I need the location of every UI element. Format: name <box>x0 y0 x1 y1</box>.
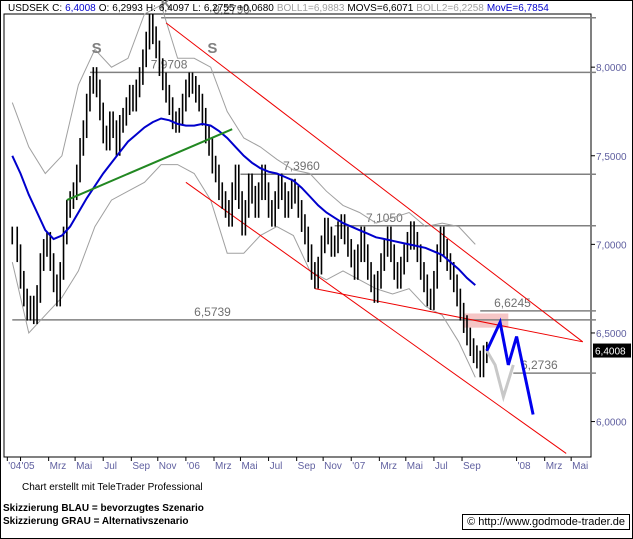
header-low: 6,2755 <box>203 3 235 14</box>
ytick-label-4: 8,0000 <box>596 63 627 74</box>
header-close-label: C: <box>52 3 63 14</box>
level-label-2: 7,3960 <box>283 159 320 173</box>
legend-grey: Skizzierung GRAU = Alternativszenario <box>3 516 189 527</box>
xtick-label-7: '06 <box>187 461 200 472</box>
legend-blue: Skizzierung BLAU = bevorzugtes Szenario <box>3 503 204 514</box>
header-open-label: O: <box>98 3 110 14</box>
trend-inner-support <box>314 288 583 343</box>
xtick-label-4: Jul <box>104 461 117 472</box>
level-label-0: 8,2790 <box>213 3 250 17</box>
level-label-1: 7,9708 <box>151 57 188 71</box>
xtick-label-20: Mai <box>572 461 588 472</box>
xtick-label-14: Mrz <box>380 461 397 472</box>
support-trend-line <box>66 128 233 201</box>
pattern-label-1: K <box>161 0 172 13</box>
header-boll1: BOLL1=6,9883 <box>276 3 345 14</box>
header-change: +0,0680 <box>237 3 274 14</box>
scenario-legend: Skizzierung BLAU = bevorzugtes Szenario … <box>3 502 204 528</box>
scenario-grey-line <box>485 349 515 403</box>
header-move: MovE=6,7854 <box>486 3 549 14</box>
level-label-3: 7,1050 <box>366 211 403 225</box>
xtick-label-11: Sep <box>298 461 316 472</box>
xtick-label-9: Mai <box>241 461 257 472</box>
last-price-label: 6,4008 <box>595 347 626 358</box>
header-movs: MOVS=6,6071 <box>347 3 414 14</box>
ytick-label-0: 6,0000 <box>596 418 627 429</box>
bollinger-lower-line <box>11 164 476 378</box>
level-label-4: 6,6245 <box>494 296 531 310</box>
xtick-label-12: Nov <box>324 461 342 472</box>
ytick-label-2: 7,0000 <box>596 240 627 251</box>
header-open: 6,2993 <box>112 3 143 14</box>
url-text: http://www.godmode-trader.de <box>478 516 625 528</box>
header-high: 6,4097 <box>158 3 190 14</box>
xtick-label-10: Jul <box>270 461 283 472</box>
header-close: 6,4008 <box>65 3 96 14</box>
trend-upper-channel <box>165 22 584 343</box>
xtick-label-15: Mai <box>407 461 423 472</box>
ytick-label-1: 6,5000 <box>596 329 627 340</box>
moving-average-line <box>11 117 476 286</box>
scenario-blue-line <box>485 317 535 415</box>
header-symbol: USDSEK <box>8 3 50 14</box>
xtick-label-0: '04 <box>8 461 21 472</box>
trend-lower-channel <box>185 181 567 454</box>
xtick-label-13: '07 <box>352 461 365 472</box>
last-price-box <box>593 343 631 358</box>
header-low-label: L: <box>192 3 201 14</box>
xtick-label-2: Mrz <box>50 461 67 472</box>
header-boll2: BOLL2=6,2258 <box>416 3 484 14</box>
level-label-5: 6,5739 <box>194 305 231 319</box>
xtick-label-3: Mai <box>76 461 92 472</box>
header-high-label: H: <box>145 3 156 14</box>
xtick-label-6: Nov <box>159 461 177 472</box>
xtick-label-5: Sep <box>132 461 150 472</box>
xtick-label-1: '05 <box>22 461 35 472</box>
plot-area <box>3 13 592 458</box>
pattern-label-2: S <box>207 40 217 57</box>
xtick-label-16: Jul <box>435 461 448 472</box>
chart-header: USDSEK C: 6,4008 O: 6,2993 H: 6,4097 L: 6,2755 +0… <box>8 3 552 14</box>
xtick-label-19: Mrz <box>546 461 563 472</box>
xtick-label-8: Mrz <box>215 461 232 472</box>
credit-text: Chart erstellt mit TeleTrader Profession… <box>22 482 203 493</box>
ytick-label-3: 7,5000 <box>596 152 627 163</box>
level-label-6: 6,2736 <box>521 358 558 372</box>
bollinger-upper-line <box>11 4 476 245</box>
source-url[interactable]: © http://www.godmode-trader.de <box>462 514 630 530</box>
pattern-label-0: S <box>92 40 102 57</box>
xtick-label-18: '08 <box>518 461 531 472</box>
copyright-icon: © <box>467 516 476 528</box>
xtick-label-17: Sep <box>463 461 481 472</box>
